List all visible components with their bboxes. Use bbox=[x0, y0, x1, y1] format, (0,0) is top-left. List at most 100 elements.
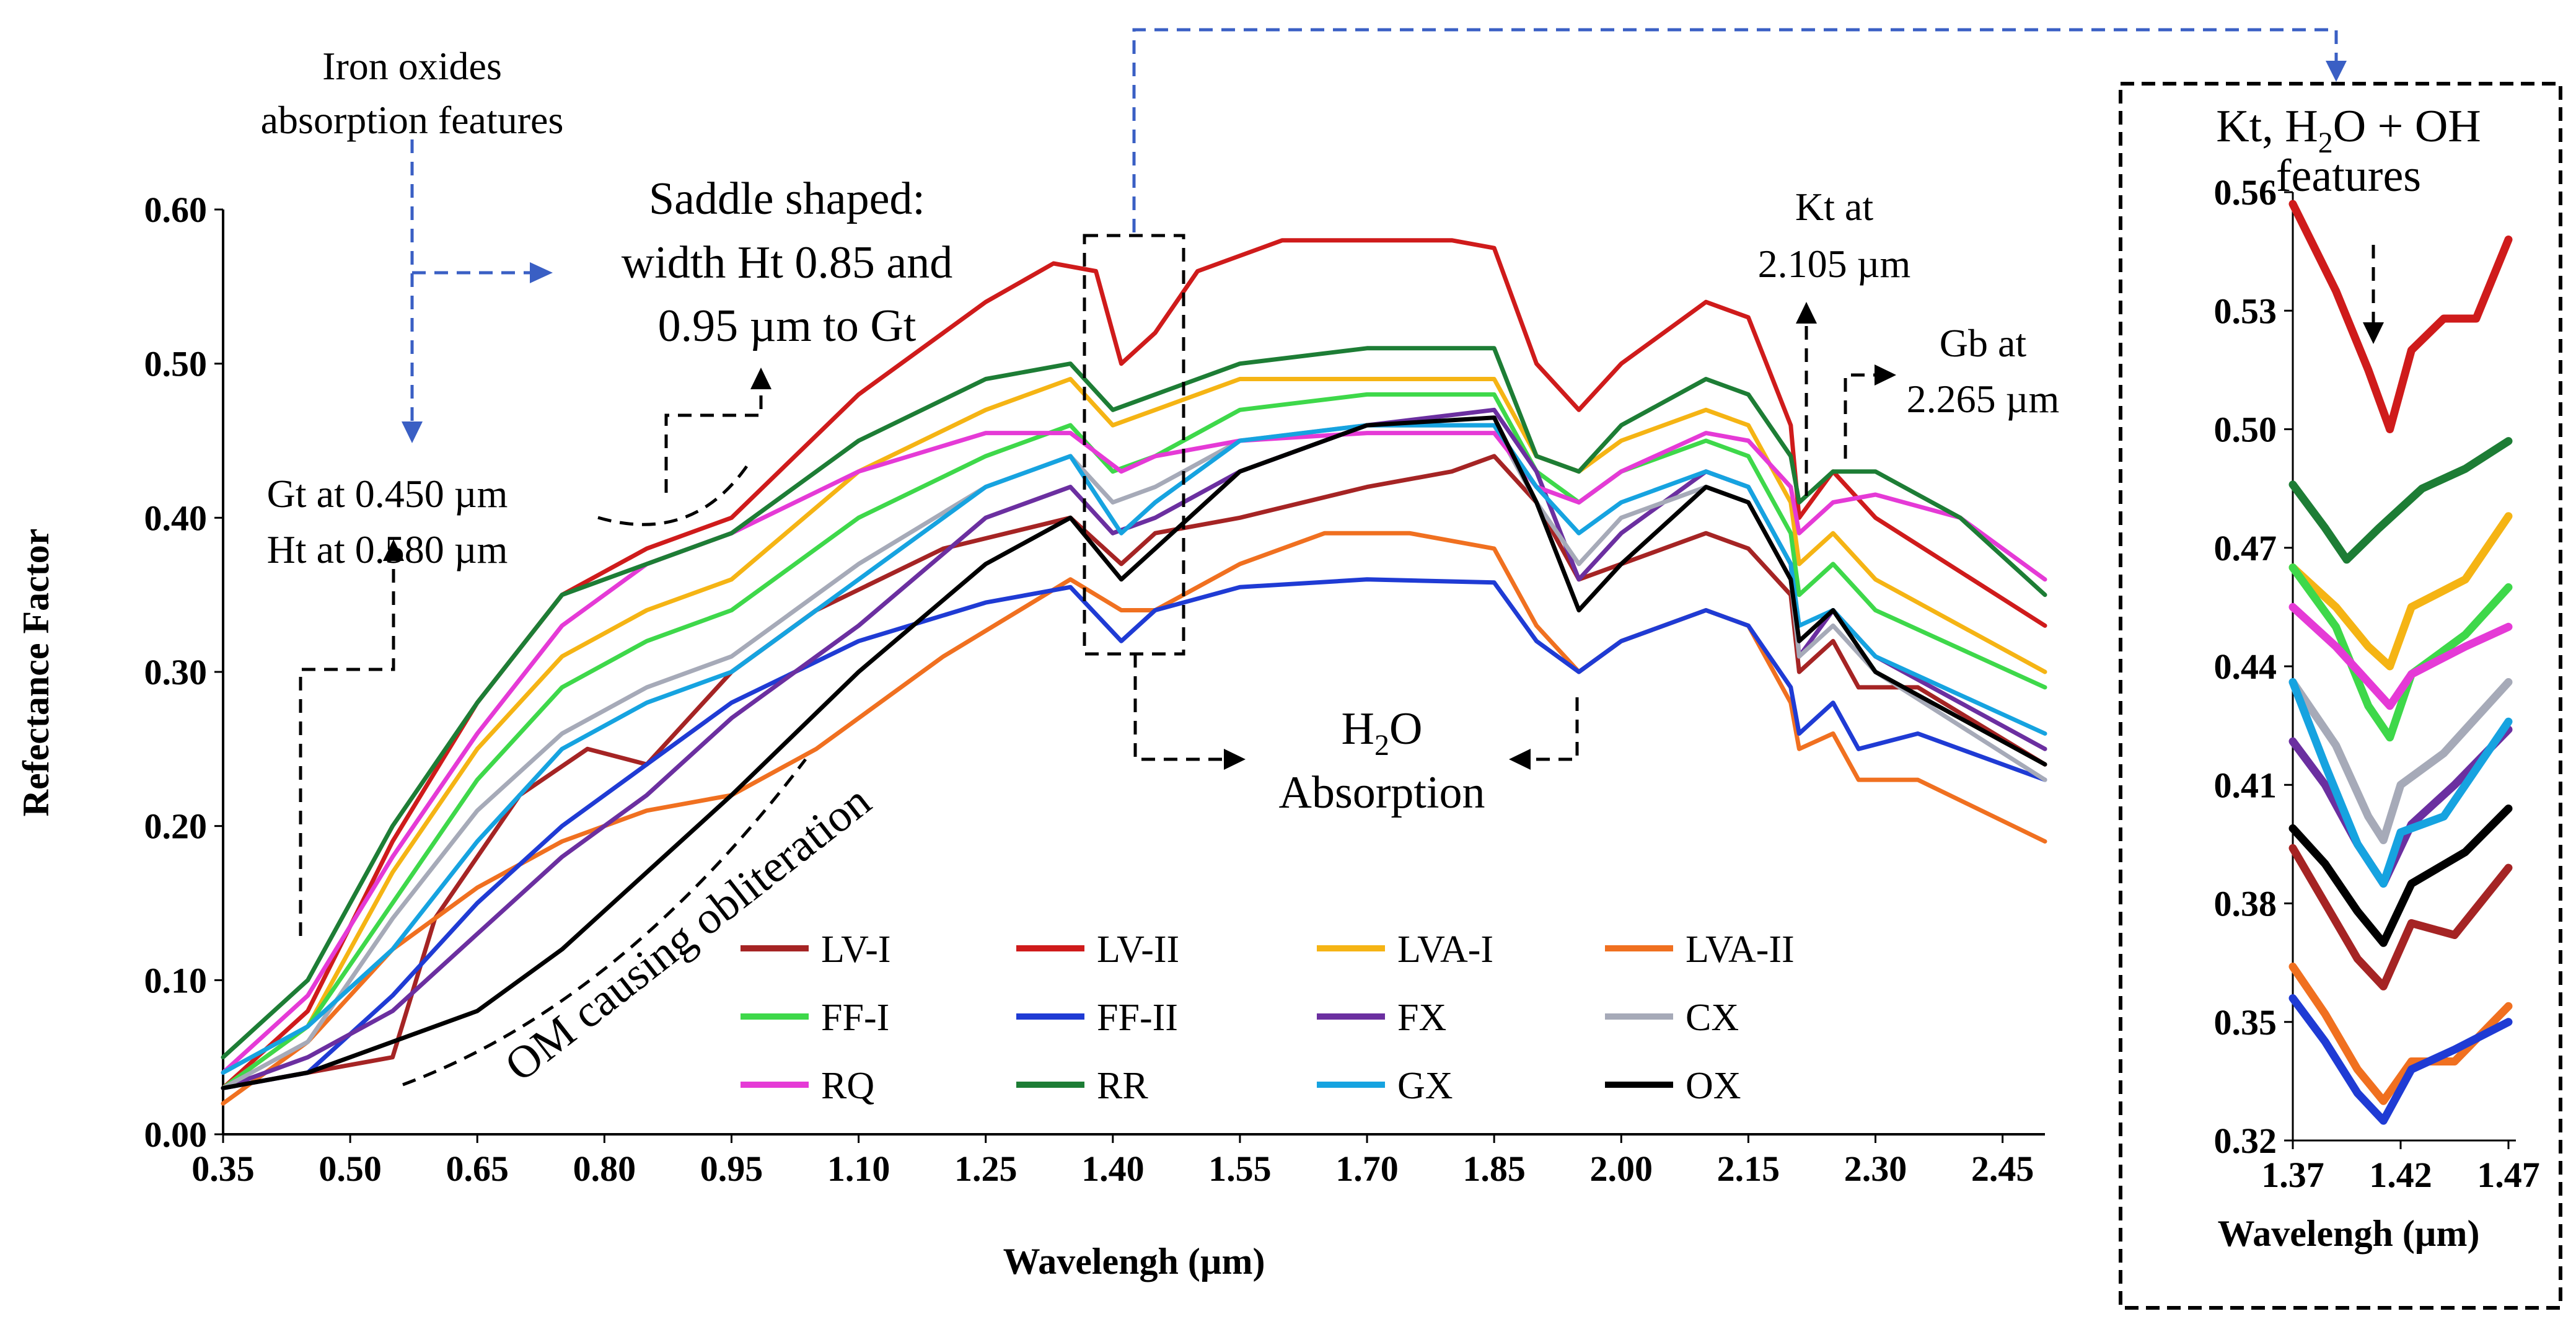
h2o-label-o: O bbox=[1389, 704, 1422, 754]
gb-label-1: Gb at bbox=[1940, 321, 2027, 365]
saddle-arrow bbox=[664, 387, 763, 493]
x-tick-label: 1.47 bbox=[2477, 1155, 2540, 1195]
y-tick-label: 0.60 bbox=[144, 190, 208, 230]
saddle-label-3: 0.95 µm to Gt bbox=[658, 301, 917, 351]
x-tick-label: 1.70 bbox=[1335, 1149, 1399, 1189]
y-tick-label: 0.00 bbox=[144, 1114, 208, 1155]
series-line-rq bbox=[2288, 602, 2513, 710]
series-line-ox bbox=[221, 415, 2047, 1090]
legend: LV-I LV-II LVA-I LVA-II FF-I FF-II FX CX RQ RR GX O… bbox=[741, 929, 1795, 1107]
series-line-gx bbox=[221, 423, 2047, 1075]
x-tick-label: 2.15 bbox=[1717, 1149, 1780, 1189]
absorption-label: Absorption bbox=[1279, 767, 1485, 818]
legend-label-fx: FX bbox=[1397, 997, 1446, 1039]
iron-oxides-label: Iron oxides bbox=[322, 44, 502, 88]
series-line-lva-i bbox=[221, 377, 2047, 1090]
gb-arrow bbox=[1844, 373, 1878, 459]
inset-title-line1: Kt, H2O + OH bbox=[2216, 101, 2481, 159]
kt-arrowhead bbox=[1796, 302, 1817, 324]
h2o-label-h: H bbox=[1342, 704, 1374, 754]
blue-annotation-arrows bbox=[410, 28, 2338, 425]
y-tick-label: 0.38 bbox=[2214, 884, 2277, 924]
x-tick-label: 0.95 bbox=[700, 1149, 763, 1189]
legend-label-rq: RQ bbox=[821, 1065, 874, 1107]
main-chart: 0.00 0.10 0.20 0.30 0.40 0.50 0.60 0.35 0.50 0.6… bbox=[15, 190, 2047, 1282]
x-tick-label: 2.00 bbox=[1590, 1149, 1653, 1189]
series-line-lv-i bbox=[2288, 844, 2513, 990]
kt-label-2: 2.105 µm bbox=[1758, 242, 1911, 286]
annotation-arrows bbox=[299, 234, 2375, 1087]
x-tick-label: 1.25 bbox=[954, 1149, 1018, 1189]
y-tick-label: 0.41 bbox=[2214, 765, 2277, 805]
om-arc bbox=[402, 758, 807, 1087]
inset-arrowhead bbox=[2363, 322, 2384, 344]
y-axis-title: Refectance Factor bbox=[15, 529, 56, 817]
y-tick-label: 0.35 bbox=[2214, 1002, 2277, 1043]
h2o-label-sub: 2 bbox=[1374, 729, 1389, 762]
series-line-ff-i bbox=[2288, 563, 2513, 742]
series-line-lv-ii bbox=[221, 238, 2047, 1090]
y-tick-label: 0.53 bbox=[2214, 291, 2277, 331]
iron-arrowhead-down bbox=[402, 421, 423, 443]
y-tick-label: 0.10 bbox=[144, 960, 208, 1000]
legend-label-ox: OX bbox=[1686, 1065, 1741, 1107]
legend-label-lva-ii: LVA-II bbox=[1686, 929, 1795, 971]
x-tick-label: 1.55 bbox=[1208, 1149, 1272, 1189]
x-axis-title: Wavelengh (µm) bbox=[1003, 1241, 1265, 1282]
series-line-rr bbox=[2288, 437, 2513, 564]
series-line-ff-ii bbox=[221, 577, 2047, 1090]
zoom-link-line bbox=[1132, 28, 2338, 232]
x-tick-label: 0.35 bbox=[191, 1149, 255, 1189]
inset-title-line2: features bbox=[2276, 151, 2421, 201]
h2o-arrow-right bbox=[1528, 697, 1579, 761]
series-line-cx bbox=[2288, 678, 2513, 844]
gt-ht-arrow bbox=[299, 561, 395, 936]
h2o-zoom-box bbox=[1083, 234, 1185, 656]
gb-label-2: 2.265 µm bbox=[1907, 377, 2060, 421]
inset-chart: Kt, H2O + OH features 0.32 0.35 0.38 0.41 0.… bbox=[2119, 82, 2562, 1310]
gt-label: Gt at 0.450 µm bbox=[267, 472, 508, 516]
series-line-ff-i bbox=[221, 392, 2047, 1090]
x-tick-label: 0.80 bbox=[573, 1149, 636, 1189]
iron-oxides-label-2: absorption features bbox=[261, 98, 564, 142]
x-tick-label: 1.37 bbox=[2261, 1155, 2324, 1195]
iron-arrowhead-right bbox=[530, 262, 553, 283]
y-tick-label: 0.50 bbox=[144, 344, 208, 384]
h2o-arrowhead-left bbox=[1224, 749, 1246, 770]
series-line-ox bbox=[2288, 805, 2513, 947]
x-tick-label: 0.65 bbox=[446, 1149, 509, 1189]
y-tick-label: 0.32 bbox=[2214, 1121, 2277, 1161]
x-tick-label: 1.85 bbox=[1462, 1149, 1526, 1189]
series-line-lva-i bbox=[2288, 512, 2513, 671]
series-line-lva-ii bbox=[2288, 963, 2513, 1105]
ht-label: Ht at 0.580 µm bbox=[267, 527, 508, 571]
saddle-label-2: width Ht 0.85 and bbox=[622, 237, 952, 288]
legend-label-ff-ii: FF-II bbox=[1097, 997, 1178, 1039]
y-tick-label: 0.20 bbox=[144, 806, 208, 847]
saddle-label-1: Saddle shaped: bbox=[649, 174, 925, 224]
y-tick-label: 0.56 bbox=[2214, 172, 2277, 213]
blue-arrowheads bbox=[402, 61, 2347, 443]
series-line-rq bbox=[221, 431, 2047, 1075]
x-tick-label: 2.45 bbox=[1971, 1149, 2034, 1189]
zoom-link-arrowhead bbox=[2326, 61, 2347, 82]
legend-label-gx: GX bbox=[1397, 1065, 1453, 1107]
h2o-label: H2O bbox=[1342, 704, 1423, 762]
legend-label-ff-i: FF-I bbox=[821, 997, 889, 1039]
legend-label-rr: RR bbox=[1097, 1065, 1148, 1107]
inset-title-b: O + OH bbox=[2333, 101, 2481, 152]
y-tick-label: 0.40 bbox=[144, 498, 208, 538]
x-tick-label: 1.40 bbox=[1081, 1149, 1145, 1189]
inset-x-axis-title: Wavelengh (µm) bbox=[2218, 1213, 2480, 1254]
x-tick-label: 0.50 bbox=[319, 1149, 382, 1189]
y-tick-label: 0.50 bbox=[2214, 410, 2277, 450]
saddle-arrowhead bbox=[750, 368, 771, 389]
series-line-ff-ii bbox=[2288, 994, 2513, 1125]
saddle-arc bbox=[597, 461, 752, 526]
series-line-lva-ii bbox=[221, 531, 2047, 1106]
series-line-rr bbox=[221, 346, 2047, 1060]
x-tick-label: 2.30 bbox=[1844, 1149, 1907, 1189]
legend-label-lv-i: LV-I bbox=[821, 929, 891, 971]
x-tick-label: 1.10 bbox=[827, 1149, 890, 1189]
